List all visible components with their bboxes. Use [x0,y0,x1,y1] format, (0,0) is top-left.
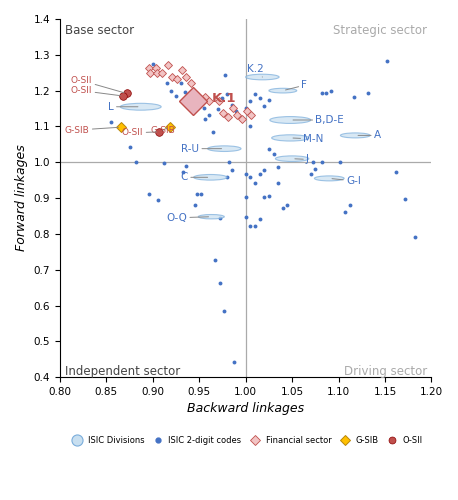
Text: B,D-E: B,D-E [293,115,344,125]
Text: G-SIB: G-SIB [65,126,119,134]
Text: O-SII: O-SII [71,76,124,92]
Text: A: A [358,130,381,140]
Ellipse shape [207,146,241,152]
Text: K.1: K.1 [211,92,236,105]
Ellipse shape [270,116,311,123]
Text: O-SII: O-SII [71,86,120,96]
Text: K.2: K.2 [246,64,263,77]
Text: G-SIB: G-SIB [150,126,175,134]
Ellipse shape [272,135,309,141]
Text: Base sector: Base sector [65,24,134,38]
Legend: ISIC Divisions, ISIC 2-digit codes, Financial sector, G-SIB, O-SII: ISIC Divisions, ISIC 2-digit codes, Fina… [68,436,423,444]
Text: O-Q: O-Q [166,213,208,223]
Ellipse shape [275,156,309,162]
Text: J: J [295,154,309,164]
Text: Driving sector: Driving sector [344,364,427,378]
X-axis label: Backward linkages: Backward linkages [187,402,304,415]
Text: O-SII: O-SII [122,128,157,138]
Ellipse shape [120,104,161,110]
Text: F: F [285,80,307,90]
Ellipse shape [245,74,279,80]
Text: G-I: G-I [332,176,361,186]
Ellipse shape [340,133,370,138]
Ellipse shape [269,88,297,93]
Text: Strategic sector: Strategic sector [333,24,427,38]
Text: C: C [181,172,207,182]
Text: Independent sector: Independent sector [65,364,180,378]
Ellipse shape [194,174,227,180]
Y-axis label: Forward linkages: Forward linkages [15,144,28,252]
Ellipse shape [198,214,224,219]
Text: R-U: R-U [181,144,222,154]
Text: L: L [108,102,138,112]
Text: M-N: M-N [293,134,324,144]
Ellipse shape [314,176,344,181]
